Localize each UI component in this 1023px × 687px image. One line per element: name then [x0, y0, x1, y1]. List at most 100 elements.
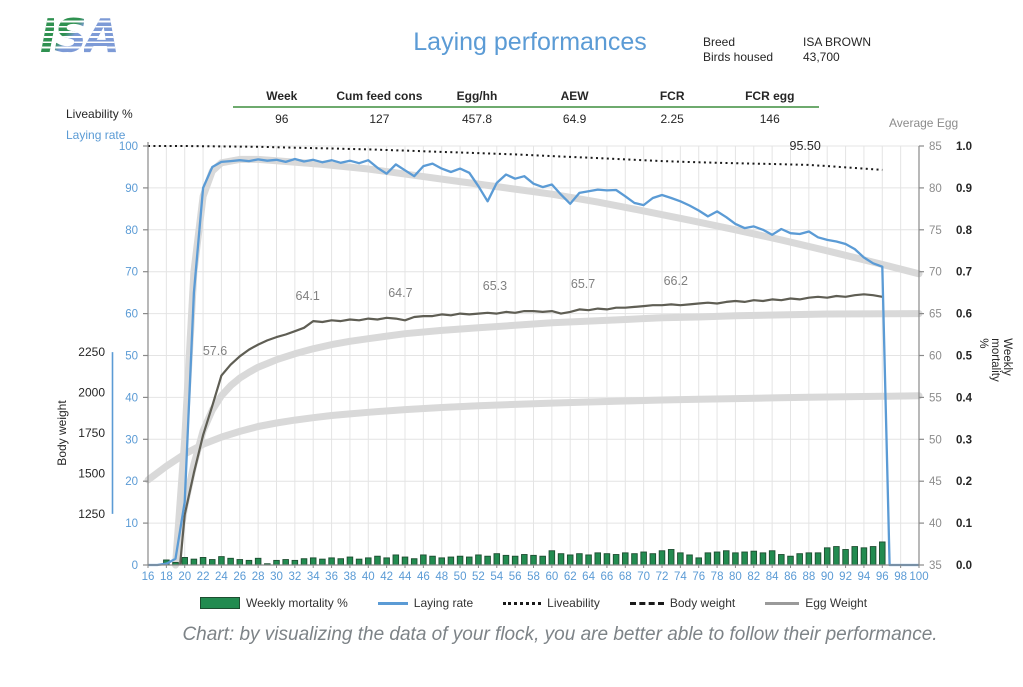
week-tick-label: 90: [821, 571, 834, 583]
page-title: Laying performances: [413, 28, 647, 56]
weekly-mortality-bar: [823, 547, 831, 566]
summary-value: 2.25: [660, 112, 684, 126]
weekly-mortality-bar: [208, 559, 216, 566]
summary-col-header: FCR: [659, 89, 685, 103]
weekly-mortality-bar: [622, 552, 629, 566]
legend-label: Egg Weight: [805, 596, 868, 610]
weekly-mortality-bar: [787, 555, 794, 566]
mortality-tick-label: 0.9: [956, 183, 972, 195]
data-annotation: 64.7: [388, 286, 412, 300]
legend-item: Liveability: [503, 596, 600, 610]
weekly-mortality-bar: [612, 554, 620, 566]
summary-col-header: Egg/hh: [456, 89, 498, 103]
weekly-mortality-bar: [530, 554, 537, 566]
weekly-mortality-bar: [704, 552, 712, 566]
average-egg-tick-label: 80: [929, 183, 942, 195]
week-tick-label: 28: [252, 571, 265, 583]
summary-value: 96: [275, 112, 289, 126]
weekly-mortality-bar: [466, 556, 473, 566]
laying-rate-tick-label: 100: [119, 141, 138, 153]
weekly-mortality-bar: [319, 558, 326, 566]
weekly-mortality-bar: [741, 551, 748, 566]
weekly-mortality-bar: [732, 552, 739, 566]
weekly-mortality-bar: [254, 557, 262, 566]
weekly-mortality-bar: [548, 550, 556, 566]
week-tick-label: 84: [766, 571, 779, 583]
body-weight-line: [144, 392, 923, 484]
data-annotation: 65.3: [483, 279, 507, 293]
weekly-mortality-bar: [355, 558, 363, 566]
summary-col-header: Week: [266, 89, 298, 103]
average-egg-tick-label: 85: [929, 141, 942, 153]
weekly-mortality-bar: [658, 550, 666, 566]
average-egg-axis-label: Average Egg: [889, 116, 959, 130]
weekly-mortality-bar: [420, 554, 427, 566]
weekly-mortality-bar: [365, 557, 372, 566]
average-egg-tick-label: 65: [929, 309, 942, 321]
mortality-tick-label: 0.6: [956, 309, 972, 321]
egg-weight-line: [179, 293, 883, 566]
week-tick-label: 22: [197, 571, 210, 583]
line-dashed-swatch: [629, 601, 664, 605]
week-tick-label: 18: [160, 571, 173, 583]
week-tick-label: 16: [142, 571, 155, 583]
week-tick-label: 58: [527, 571, 540, 583]
weekly-mortality-bar: [713, 551, 721, 566]
week-tick-label: 82: [747, 571, 760, 583]
weekly-mortality-bar: [649, 553, 657, 566]
weekly-mortality-bar: [695, 557, 702, 566]
summary-col-header: AEW: [560, 89, 589, 103]
average-egg-tick-label: 50: [929, 434, 942, 446]
weekly-mortality-bar: [346, 556, 354, 566]
week-tick-label: 46: [417, 571, 430, 583]
week-tick-label: 26: [233, 571, 246, 583]
weekly-mortality-bar: [291, 559, 299, 566]
laying-rate-tick-label: 10: [125, 518, 138, 530]
week-tick-label: 80: [729, 571, 742, 583]
weekly-mortality-bar: [851, 546, 859, 566]
chart-legend: Weekly mortality % Laying rate Liveability…: [148, 596, 919, 610]
week-tick-label: 44: [399, 571, 412, 583]
summary-value: 64.9: [562, 112, 587, 126]
summary-value: 457.8: [461, 112, 492, 126]
weekly-mortality-bar: [245, 559, 253, 566]
birds-housed-value: 43,700: [803, 50, 840, 64]
week-tick-label: 86: [784, 571, 797, 583]
legend-item: Body weight: [629, 596, 735, 610]
weekly-mortality-bar: [585, 554, 592, 566]
mortality-tick-label: 0.1: [956, 518, 973, 530]
chart-caption: Chart: by visualizing the data of your f…: [182, 624, 938, 645]
mortality-tick-label: 0.2: [956, 476, 972, 488]
weekly-mortality-bar: [860, 547, 868, 566]
laying-rate-tick-label: 80: [125, 225, 138, 237]
breed-label: Breed: [703, 35, 736, 49]
mortality-tick-label: 0.8: [956, 225, 973, 237]
summary-col-header: FCR egg: [745, 89, 795, 103]
liveability-axis-label: Liveability %: [66, 107, 133, 121]
weekly-mortality-bar: [236, 559, 244, 566]
egg-weight-standard-line: [172, 310, 923, 569]
average-egg-tick-label: 45: [929, 476, 942, 488]
week-tick-label: 40: [362, 571, 375, 583]
laying-rate-tick-label: 40: [125, 392, 138, 404]
week-tick-label: 64: [582, 571, 595, 583]
weekly-mortality-bar: [401, 556, 409, 566]
weekly-mortality-bar: [282, 559, 289, 566]
weekly-mortality-bar: [566, 554, 574, 566]
legend-item: Egg Weight: [765, 596, 867, 610]
body-weight-tick-label: 2250: [78, 345, 105, 359]
laying-rate-tick-label: 90: [125, 183, 138, 195]
week-tick-label: 54: [490, 571, 503, 583]
laying-rate-axis-label: Laying rate: [66, 128, 126, 142]
average-egg-tick-label: 60: [929, 351, 942, 363]
line-dotted-swatch: [503, 601, 542, 605]
weekly-mortality-bar: [869, 546, 877, 566]
weekly-mortality-bar: [181, 557, 188, 566]
mortality-tick-label: 0.7: [956, 267, 972, 279]
summary-table-header: Week Cum feed cons Egg/hh AEW FCR FCR egg: [233, 89, 819, 108]
weekly-mortality-bar: [750, 550, 758, 566]
laying-rate-tick-label: 50: [125, 351, 138, 363]
legend-item: Weekly mortality %: [199, 596, 348, 610]
mortality-tick-label: 0.4: [956, 392, 973, 404]
